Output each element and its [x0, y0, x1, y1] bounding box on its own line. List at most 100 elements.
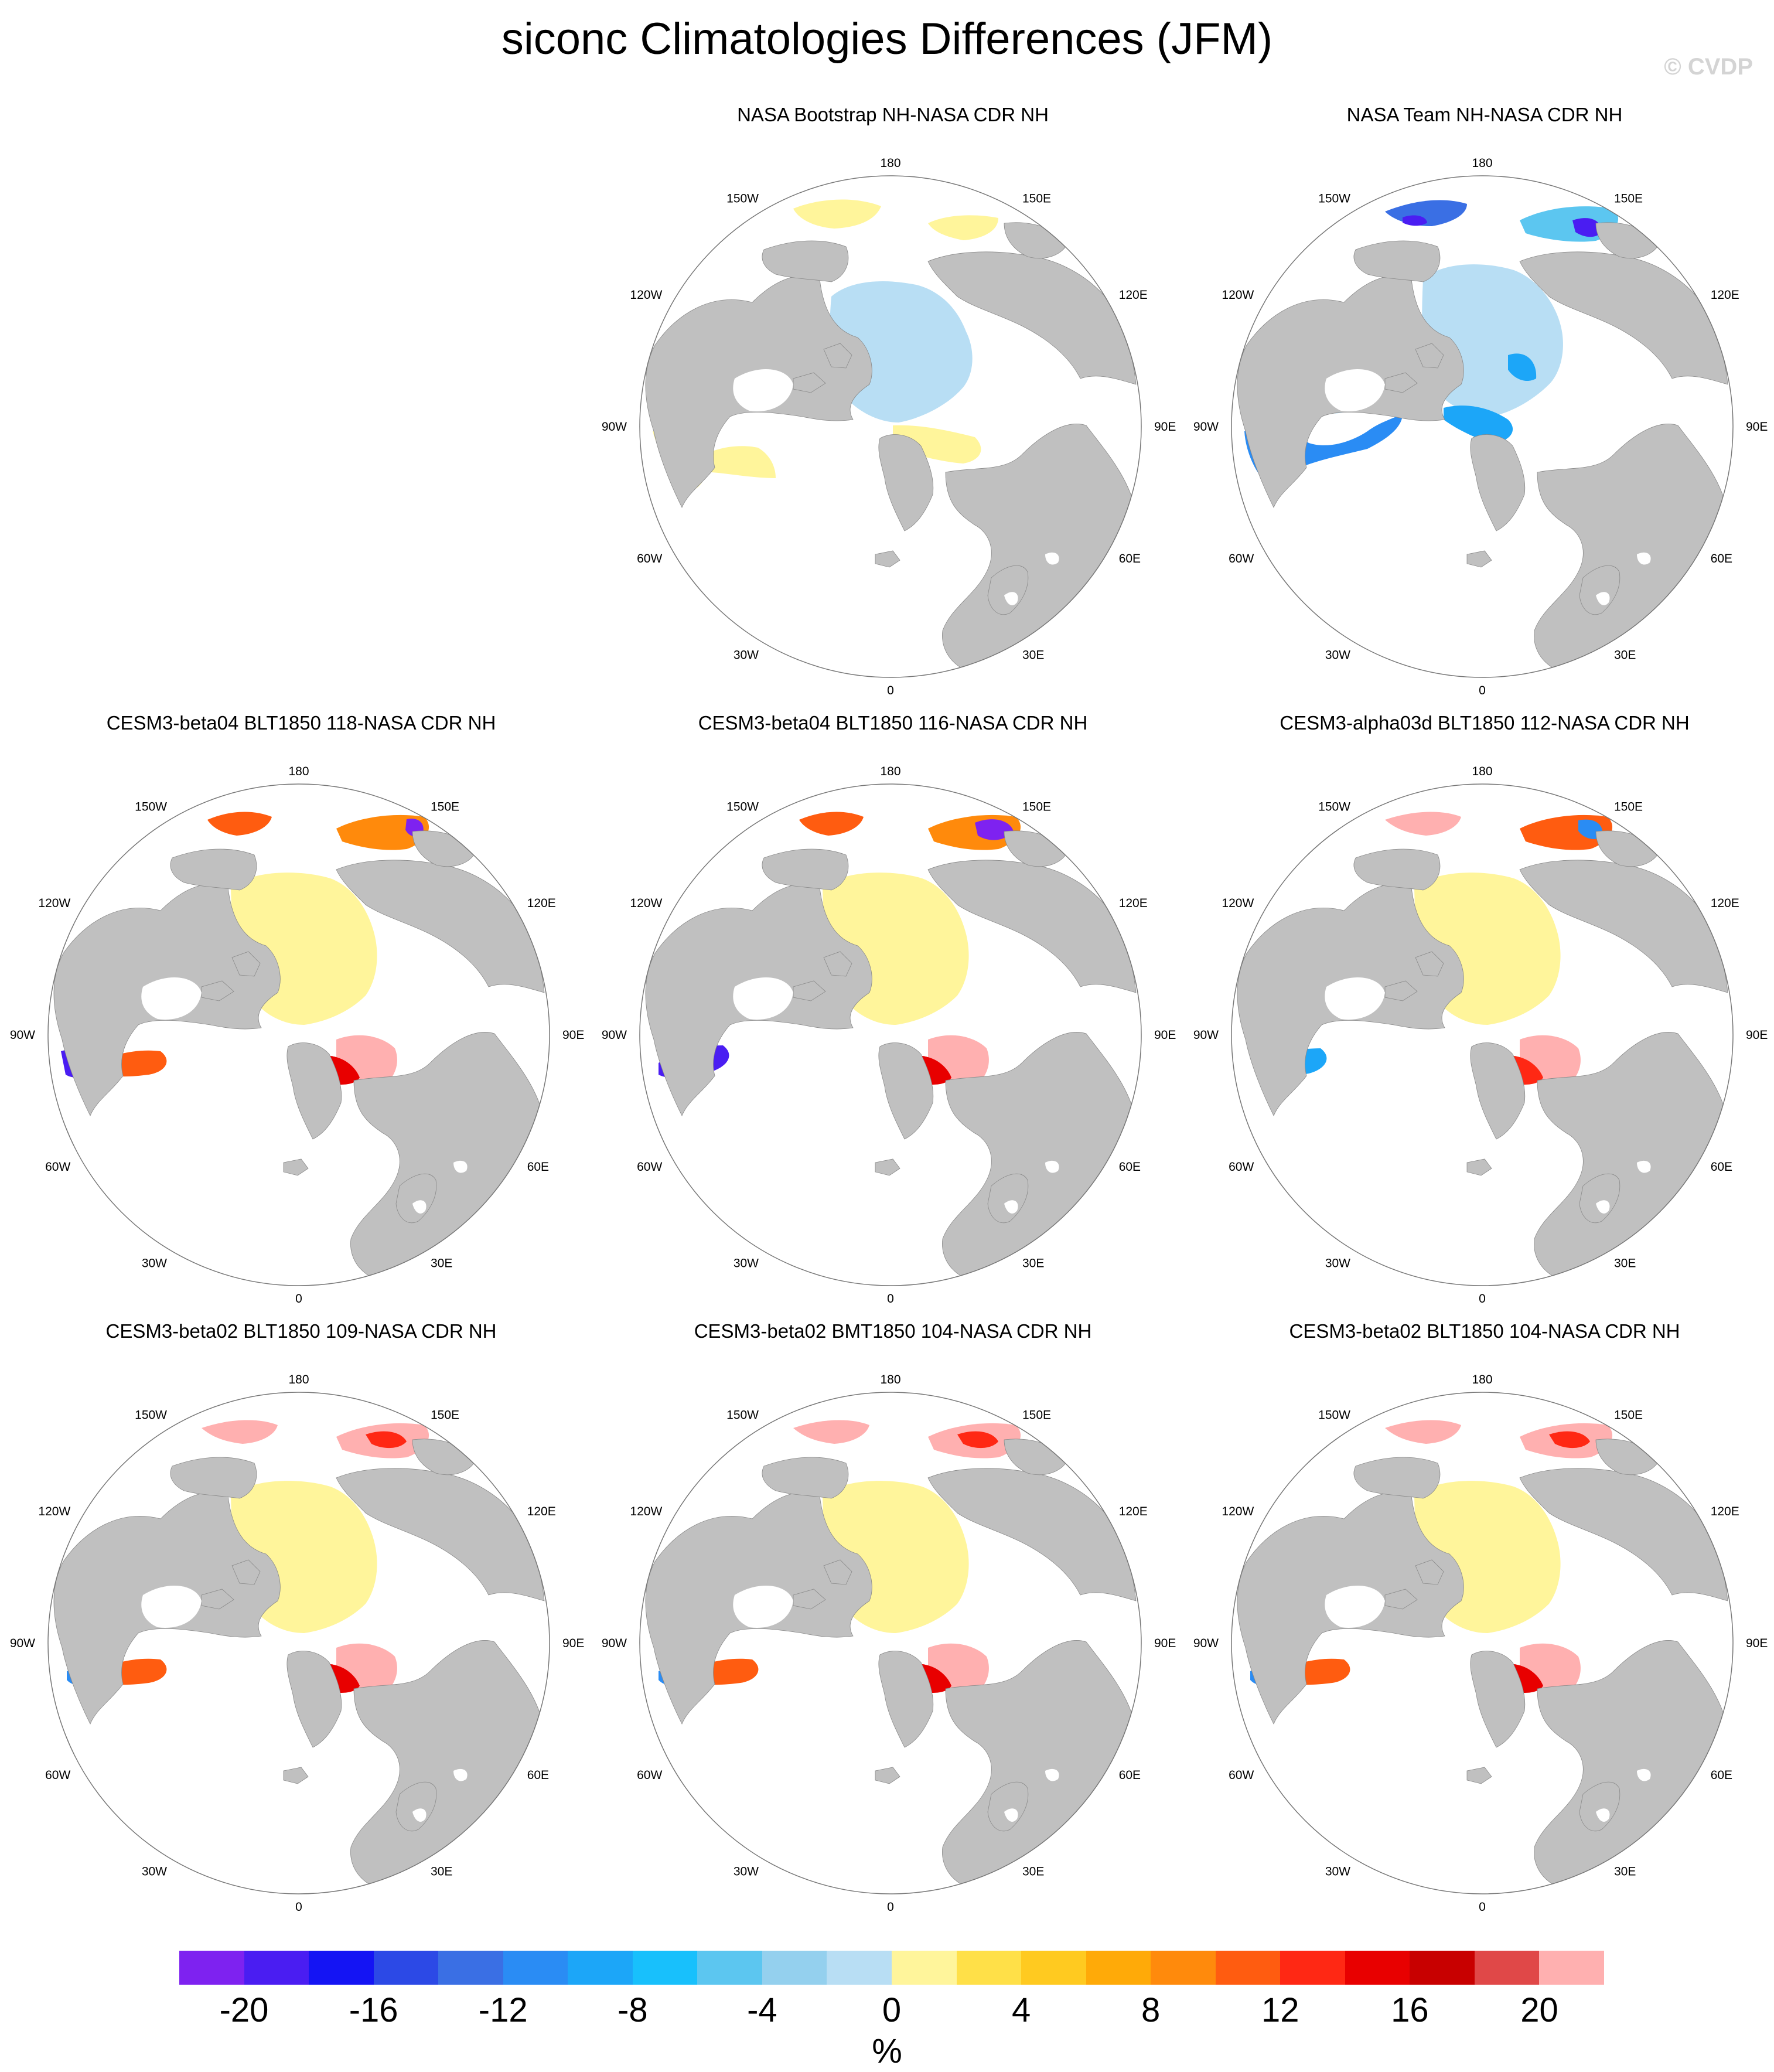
inland-water: [1637, 552, 1651, 565]
colorbar-swatch: [632, 1951, 698, 1985]
inland-water: [1637, 1768, 1651, 1781]
longitude-label: 150E: [1022, 192, 1051, 205]
land-mass: [1353, 848, 1441, 891]
anomaly-region: [1403, 215, 1427, 226]
longitude-label: 150W: [135, 800, 167, 813]
colorbar-units: %: [872, 2032, 902, 2070]
longitude-label: 120E: [1119, 288, 1148, 302]
land-mass: [1466, 1767, 1492, 1784]
longitude-label: 0: [1479, 1900, 1486, 1914]
land-mass: [1466, 550, 1492, 568]
longitude-label: 60W: [1229, 1768, 1254, 1782]
longitude-label: 90E: [1154, 420, 1176, 434]
longitude-label: 0: [295, 1900, 302, 1914]
longitude-label: 30E: [1614, 649, 1636, 662]
longitude-label: 150W: [1318, 800, 1350, 813]
anomaly-region: [336, 815, 429, 850]
inland-water: [412, 1808, 427, 1822]
colorbar-tick-label: -20: [219, 1991, 269, 2029]
colorbar-swatch: [1345, 1951, 1410, 1985]
land-mass: [1384, 980, 1418, 1001]
land-mass: [1415, 951, 1444, 977]
longitude-label: 120E: [1711, 288, 1739, 302]
land-mass: [823, 343, 852, 369]
longitude-label: 90E: [1746, 420, 1768, 434]
longitude-label: 30W: [734, 649, 759, 662]
inland-water: [733, 369, 793, 411]
land-mass: [1353, 1457, 1441, 1499]
inland-water: [1325, 977, 1385, 1020]
longitude-label: 30W: [734, 1257, 759, 1270]
land-mass: [1470, 1042, 1526, 1140]
panel-title: CESM3-beta02 BMT1850 104-NASA CDR NH: [694, 1320, 1092, 1342]
inland-water: [1325, 369, 1385, 411]
anomaly-region: [793, 1420, 869, 1444]
panel-title: NASA Team NH-NASA CDR NH: [1346, 104, 1623, 125]
land-mass: [1466, 1158, 1492, 1176]
longitude-label: 0: [887, 1900, 894, 1914]
longitude-label: 150E: [1614, 800, 1643, 813]
inland-water: [1596, 1808, 1610, 1822]
anomaly-region: [799, 812, 864, 836]
colorbar-swatch: [1151, 1951, 1216, 1985]
longitude-label: 60E: [527, 1768, 549, 1782]
land-mass: [762, 848, 849, 891]
longitude-label: 150W: [135, 1408, 167, 1422]
colorbar-swatch: [1021, 1951, 1086, 1985]
panel-title: CESM3-beta04 BLT1850 116-NASA CDR NH: [698, 712, 1088, 734]
colorbar-swatch: [1539, 1951, 1605, 1985]
longitude-label: 180: [880, 765, 900, 778]
map-boundary: [1231, 1392, 1734, 1894]
land-mass: [1470, 434, 1526, 531]
inland-water: [1045, 552, 1059, 565]
inland-water: [1637, 1160, 1651, 1173]
land-mass: [170, 848, 257, 891]
anomaly-region: [1444, 405, 1513, 443]
longitude-label: 30E: [1022, 1257, 1044, 1270]
colorbar-swatch: [244, 1951, 309, 1985]
panel-title: CESM3-beta04 BLT1850 118-NASA CDR NH: [106, 712, 496, 734]
longitude-label: 60W: [1229, 1160, 1254, 1174]
longitude-label: 30W: [142, 1257, 167, 1270]
inland-water: [1004, 1200, 1018, 1214]
map-boundary: [1231, 175, 1734, 678]
land-mass: [1470, 1651, 1526, 1748]
longitude-label: 120E: [1119, 897, 1148, 910]
polar-map: 180 150E 120E 90E 60E 30E 0 30W 60W 90W 120W 150W: [10, 765, 585, 1306]
longitude-label: 90W: [1193, 1028, 1219, 1042]
land-mass: [793, 980, 826, 1001]
inland-water: [141, 1585, 202, 1628]
inland-water: [412, 1200, 427, 1214]
land-mass: [231, 951, 261, 977]
land-mass: [1384, 372, 1418, 393]
longitude-label: 90W: [10, 1028, 35, 1042]
longitude-label: 60W: [45, 1768, 70, 1782]
inland-water: [733, 1585, 793, 1628]
longitude-label: 90E: [1746, 1028, 1768, 1042]
inland-water: [733, 977, 793, 1020]
map-boundary: [47, 1392, 550, 1894]
longitude-label: 90E: [1154, 1028, 1176, 1042]
cvdp-watermark: © CVDP: [1664, 54, 1753, 80]
longitude-label: 120E: [1119, 1505, 1148, 1518]
longitude-label: 120E: [527, 897, 556, 910]
longitude-label: 150E: [431, 1408, 459, 1422]
longitude-label: 60E: [1711, 1160, 1732, 1174]
longitude-label: 30W: [1325, 1865, 1350, 1879]
anomaly-region: [975, 819, 1014, 840]
land-mass: [1415, 343, 1444, 369]
longitude-label: 90W: [602, 1028, 627, 1042]
anomaly-region: [1385, 1420, 1461, 1444]
longitude-label: 60W: [637, 552, 662, 565]
longitude-label: 180: [288, 1373, 309, 1386]
map-panel: CESM3-beta04 BLT1850 118-NASA CDR NH 180 1…: [8, 711, 594, 1306]
polar-map: 180 150E 120E 90E 60E 30E 0 30W 60W 90W 120W 150W: [602, 765, 1176, 1306]
longitude-label: 180: [880, 1373, 900, 1386]
colorbar-swatch: [1215, 1951, 1281, 1985]
colorbar-swatch: [1474, 1951, 1540, 1985]
colorbar-swatch: [1280, 1951, 1345, 1985]
land-mass: [875, 1767, 900, 1784]
longitude-label: 30E: [1022, 1865, 1044, 1879]
land-mass: [201, 1589, 234, 1610]
colorbar-swatch: [956, 1951, 1022, 1985]
